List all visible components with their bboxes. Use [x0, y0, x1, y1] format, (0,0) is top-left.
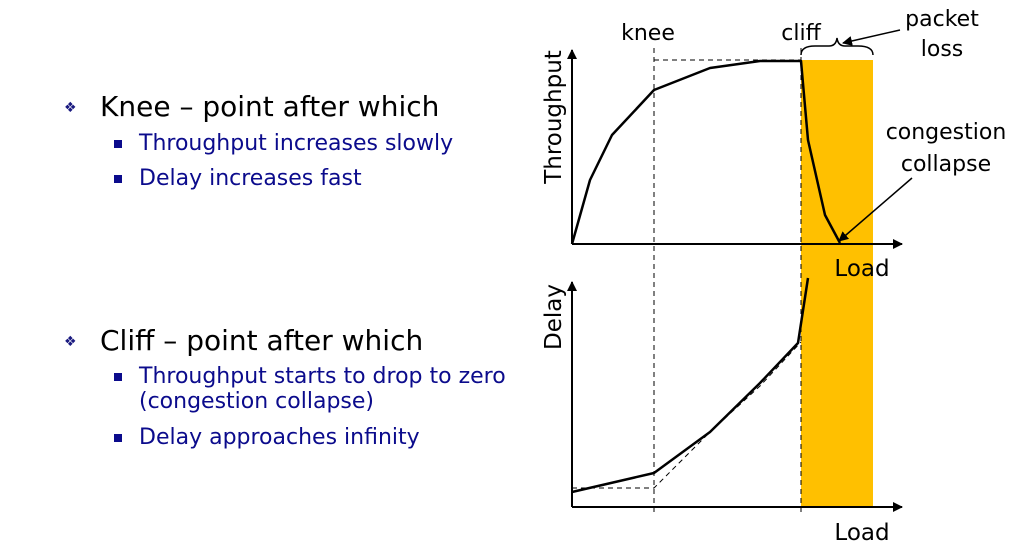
congestion-collapse-label-line1: congestion [886, 120, 1007, 145]
bottom-y-axis-label: Delay [541, 284, 567, 350]
packet-loss-region [801, 60, 873, 506]
bullet-cliff-title: Cliff – point after which [100, 324, 424, 357]
packet-loss-label-line1: packet [905, 7, 979, 32]
top-y-axis-label: Throughput [541, 50, 567, 185]
delay-curve [571, 277, 810, 494]
delay-ideal-dashed-curve [572, 341, 802, 489]
square-bullet-icon [114, 434, 122, 442]
packet-loss-arrow [842, 29, 901, 46]
top-x-axis-label: Load [834, 256, 889, 282]
throughput-curve [570, 59, 842, 245]
knee-label: knee [621, 21, 675, 46]
packet-loss-label-line2: loss [921, 37, 964, 62]
cliff-label: cliff [781, 21, 821, 46]
packet-loss-brace [800, 37, 874, 56]
diamond-bullet-icon: ❖ [64, 334, 77, 350]
square-bullet-icon [114, 175, 122, 183]
collapse-arrow [838, 177, 913, 242]
bottom-x-axis-label: Load [834, 520, 889, 546]
bullet-knee-title: Knee – point after which [100, 90, 440, 123]
congestion-collapse-label-line2: collapse [901, 152, 991, 177]
diamond-bullet-icon: ❖ [64, 100, 77, 116]
square-bullet-icon [114, 373, 122, 381]
bullet-list: ❖ Knee – point after which Throughput in… [64, 90, 506, 450]
square-bullet-icon [114, 140, 122, 148]
